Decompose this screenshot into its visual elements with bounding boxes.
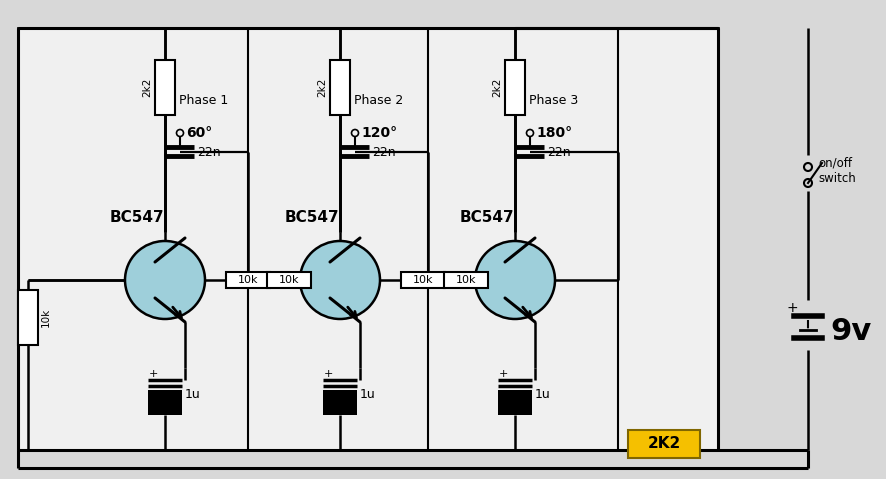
FancyBboxPatch shape (0, 469, 886, 479)
FancyBboxPatch shape (0, 0, 886, 28)
FancyBboxPatch shape (226, 272, 269, 288)
Text: 10k: 10k (412, 275, 432, 285)
FancyBboxPatch shape (267, 272, 311, 288)
Ellipse shape (299, 241, 379, 319)
FancyBboxPatch shape (18, 28, 717, 450)
Text: 9v: 9v (829, 318, 870, 346)
Text: 22n: 22n (547, 146, 570, 159)
Text: +: + (498, 369, 507, 379)
Text: 1u: 1u (534, 388, 550, 401)
Text: BC547: BC547 (284, 210, 339, 225)
Text: on/off
switch: on/off switch (817, 157, 855, 185)
Text: Phase 3: Phase 3 (528, 94, 578, 107)
Text: 1u: 1u (185, 388, 200, 401)
Text: +: + (323, 369, 332, 379)
Text: BC547: BC547 (110, 210, 165, 225)
Text: Phase 2: Phase 2 (354, 94, 403, 107)
Text: Phase 1: Phase 1 (179, 94, 228, 107)
FancyBboxPatch shape (18, 290, 38, 345)
Text: 22n: 22n (371, 146, 395, 159)
FancyBboxPatch shape (627, 430, 699, 458)
Text: 2k2: 2k2 (142, 78, 152, 97)
Text: +: + (785, 301, 797, 315)
Ellipse shape (475, 241, 555, 319)
Text: 22n: 22n (197, 146, 221, 159)
Text: 2k2: 2k2 (492, 78, 501, 97)
Text: 180°: 180° (535, 126, 571, 140)
FancyBboxPatch shape (400, 272, 445, 288)
Text: +: + (148, 369, 158, 379)
Text: 10k: 10k (237, 275, 258, 285)
FancyBboxPatch shape (497, 390, 532, 415)
Text: 2k2: 2k2 (316, 78, 327, 97)
Text: 60°: 60° (186, 126, 212, 140)
Text: 1u: 1u (360, 388, 376, 401)
FancyBboxPatch shape (148, 390, 182, 415)
Text: 10k: 10k (455, 275, 476, 285)
FancyBboxPatch shape (504, 60, 525, 115)
FancyBboxPatch shape (444, 272, 488, 288)
Ellipse shape (125, 241, 205, 319)
FancyBboxPatch shape (323, 390, 356, 415)
Text: 120°: 120° (361, 126, 397, 140)
FancyBboxPatch shape (155, 60, 175, 115)
Text: BC547: BC547 (460, 210, 514, 225)
Text: 2K2: 2K2 (647, 436, 680, 452)
Text: 10k: 10k (278, 275, 299, 285)
FancyBboxPatch shape (330, 60, 350, 115)
Text: 10k: 10k (41, 308, 51, 327)
